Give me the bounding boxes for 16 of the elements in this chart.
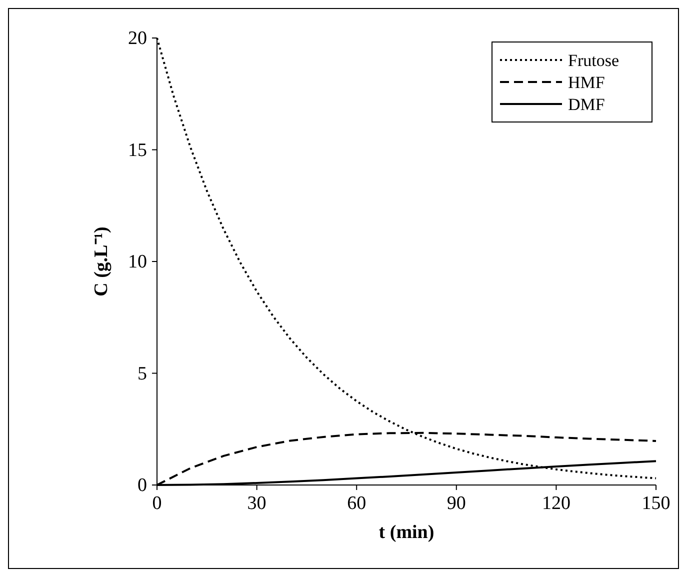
- x-tick-label: 60: [347, 493, 366, 514]
- x-tick-label: 30: [247, 493, 266, 514]
- legend-label: HMF: [568, 73, 605, 92]
- y-axis-title: C (g.L⁻¹): [91, 226, 112, 296]
- legend-label: DMF: [568, 95, 605, 114]
- y-tick-label: 5: [138, 363, 147, 384]
- y-tick-label: 20: [128, 28, 147, 49]
- x-tick-label: 90: [446, 493, 466, 514]
- legend-label: Frutose: [568, 51, 619, 70]
- x-tick-label: 0: [152, 493, 162, 514]
- x-tick-label: 150: [642, 493, 670, 514]
- y-tick-label: 15: [128, 140, 147, 161]
- y-tick-label: 0: [138, 475, 147, 496]
- x-axis-title: t (min): [378, 522, 434, 543]
- x-tick-label: 120: [542, 493, 570, 514]
- y-tick-label: 10: [128, 252, 147, 272]
